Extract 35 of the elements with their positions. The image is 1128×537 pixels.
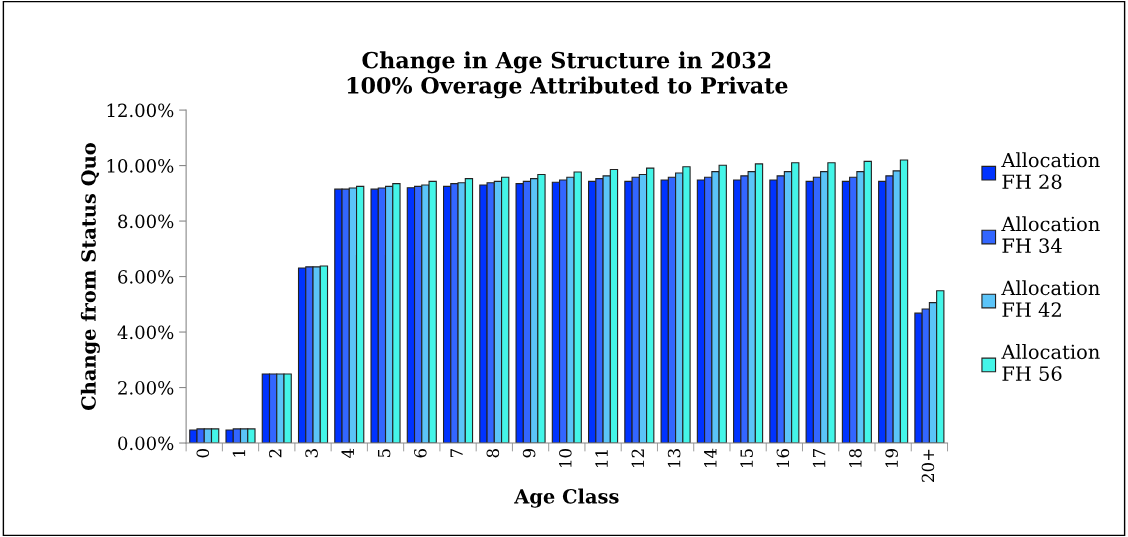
y-axis-title: Change from Status Quo (80, 143, 100, 410)
x-tick-label: 2 (268, 449, 282, 458)
x-tick-label: 14 (704, 448, 717, 468)
legend-label: Allocation FH 28 (1001, 152, 1100, 190)
x-axis-title: Age Class (514, 488, 619, 508)
y-tick-label: 6.00% (118, 270, 174, 284)
x-tick-label: 19 (885, 449, 898, 468)
y-tick-label: 8.00% (118, 214, 174, 229)
x-tick-label: 16 (776, 448, 790, 468)
y-tick-label: 0.00% (118, 436, 174, 451)
y-tick-label: 2.00% (118, 380, 174, 395)
legend-label: Allocation FH 56 (1001, 344, 1100, 381)
x-tick-label: 0 (196, 448, 210, 458)
x-tick-label: 18 (849, 449, 862, 468)
x-tick-label: 11 (595, 450, 608, 468)
x-tick-label: 8 (486, 449, 500, 458)
x-tick-label: 3 (305, 449, 318, 458)
x-tick-label: 12 (631, 449, 644, 468)
x-tick-label: 7 (450, 449, 463, 458)
x-tick-label: 20+ (921, 449, 935, 482)
y-tick-label: 10.00% (107, 159, 174, 173)
legend-label: Allocation FH 42 (1001, 280, 1100, 317)
x-tick-label: 4 (341, 448, 354, 458)
y-tick-label: 4.00% (117, 325, 174, 340)
x-tick-label: 5 (377, 449, 391, 458)
x-tick-label: 10 (559, 448, 572, 468)
x-tick-label: 17 (812, 449, 826, 468)
x-tick-label: 6 (414, 448, 427, 458)
y-tick-label: 12.00% (107, 103, 174, 118)
x-tick-label: 13 (667, 449, 681, 468)
chart-title: Change in Age Structure in 2032 100% Overage Attributed to Private (347, 51, 788, 99)
x-tick-label: 1 (232, 450, 246, 457)
legend-label: Allocation FH 34 (1001, 216, 1100, 254)
x-tick-label: 9 (522, 449, 536, 458)
x-tick-label: 15 (740, 449, 753, 468)
